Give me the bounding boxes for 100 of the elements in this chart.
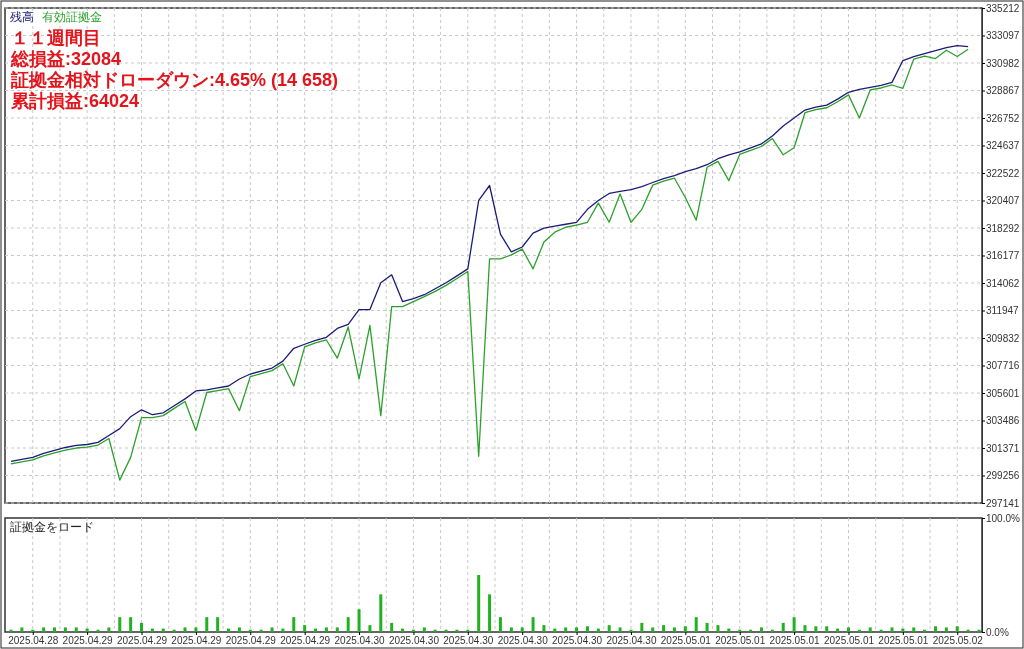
x-tick-label: 2025.05.01: [715, 635, 766, 646]
y-tick-label: 314062: [986, 277, 1020, 289]
bar: [705, 622, 709, 632]
bar: [129, 617, 133, 632]
bar: [194, 627, 198, 632]
bar: [640, 622, 644, 632]
bar: [85, 628, 89, 632]
bar: [585, 626, 589, 632]
x-tick-label: 2025.04.29: [280, 635, 331, 646]
bar: [292, 617, 296, 632]
x-tick-label: 2025.04.29: [116, 635, 168, 646]
x-tick-label: 2025.04.29: [171, 635, 222, 646]
bar: [205, 617, 209, 632]
bar: [118, 617, 122, 632]
bar: [955, 626, 959, 632]
bar: [509, 627, 513, 632]
bar: [683, 626, 687, 632]
y-tick-label: 330982: [986, 57, 1020, 69]
bar: [618, 627, 622, 632]
bar: [335, 627, 339, 632]
bar: [390, 622, 394, 632]
y-tick-label: 316177: [986, 250, 1020, 262]
bar: [825, 626, 829, 632]
y-tick-label: 303486: [986, 415, 1020, 427]
y-tick-label: 333097: [986, 30, 1020, 42]
bar: [901, 628, 905, 632]
bar: [74, 627, 78, 632]
y-tick-label: 305601: [986, 387, 1020, 399]
x-tick-label: 2025.04.30: [552, 635, 603, 646]
bar: [150, 628, 154, 632]
bar: [357, 609, 361, 632]
bar: [651, 627, 655, 632]
bar: [477, 575, 481, 632]
bar: [672, 627, 676, 632]
annotation: 総損益:32084: [10, 49, 122, 69]
bar: [792, 617, 796, 632]
x-tick-label: 2025.04.30: [388, 635, 440, 646]
bar: [846, 627, 850, 632]
x-tick-label: 2025.04.30: [606, 635, 657, 646]
bar: [107, 627, 111, 632]
bar: [933, 626, 937, 632]
bar: [716, 625, 720, 632]
bar: [346, 617, 350, 632]
bar: [553, 628, 557, 632]
bar: [531, 617, 535, 632]
y-tick-label: 322522: [986, 167, 1020, 179]
annotation: 累計損益:64024: [10, 91, 140, 111]
y-tick-label: 309832: [986, 332, 1020, 344]
bar: [161, 628, 165, 632]
bar: [498, 617, 502, 632]
x-tick-label: 2025.04.29: [62, 635, 114, 646]
bar: [607, 625, 611, 632]
y-tick-label: 0.0%: [986, 626, 1009, 638]
x-tick-label: 2025.04.30: [497, 635, 549, 646]
bar: [803, 625, 807, 632]
bar: [422, 627, 426, 632]
bar: [314, 628, 318, 632]
bar: [270, 627, 274, 632]
text: 有効証拠金: [42, 10, 102, 24]
bar: [63, 627, 67, 632]
y-tick-label: 301371: [986, 442, 1020, 454]
bar: [20, 627, 24, 632]
bar: [227, 628, 231, 632]
bar: [216, 617, 220, 632]
y-tick-label: 297141: [986, 497, 1020, 509]
bar: [759, 627, 763, 632]
bar: [281, 628, 285, 632]
bar: [401, 628, 405, 632]
x-tick-label: 2025.05.01: [769, 635, 821, 646]
bar: [727, 628, 731, 632]
bar: [814, 626, 818, 632]
y-tick-label: 311947: [986, 305, 1020, 317]
bar: [488, 594, 492, 632]
y-tick-label: 318292: [986, 222, 1020, 234]
bar: [53, 627, 57, 632]
bar: [781, 622, 785, 632]
bar: [694, 617, 698, 632]
y-tick-label: 299256: [986, 470, 1020, 482]
bar: [836, 628, 840, 632]
x-tick-label: 2025.05.02: [932, 635, 984, 646]
bar: [868, 627, 872, 632]
y-tick-label: 320407: [986, 195, 1020, 207]
bar: [564, 627, 568, 632]
chart-title: 証拠金をロード: [10, 520, 94, 534]
y-tick-label: 328867: [986, 85, 1020, 97]
bar: [140, 622, 144, 632]
text: 残高: [10, 10, 34, 24]
bar: [575, 627, 579, 632]
bar: [596, 628, 600, 632]
bar: [379, 594, 383, 632]
x-tick-label: 2025.04.29: [225, 635, 277, 646]
y-tick-label: 324637: [986, 140, 1020, 152]
y-tick-label: 100.0%: [986, 512, 1021, 524]
bar: [944, 627, 948, 632]
bar: [183, 627, 187, 632]
bar: [303, 625, 307, 632]
bar: [520, 627, 524, 632]
bar: [368, 625, 372, 632]
bar: [42, 627, 46, 632]
x-tick-label: 2025.05.01: [823, 635, 875, 646]
